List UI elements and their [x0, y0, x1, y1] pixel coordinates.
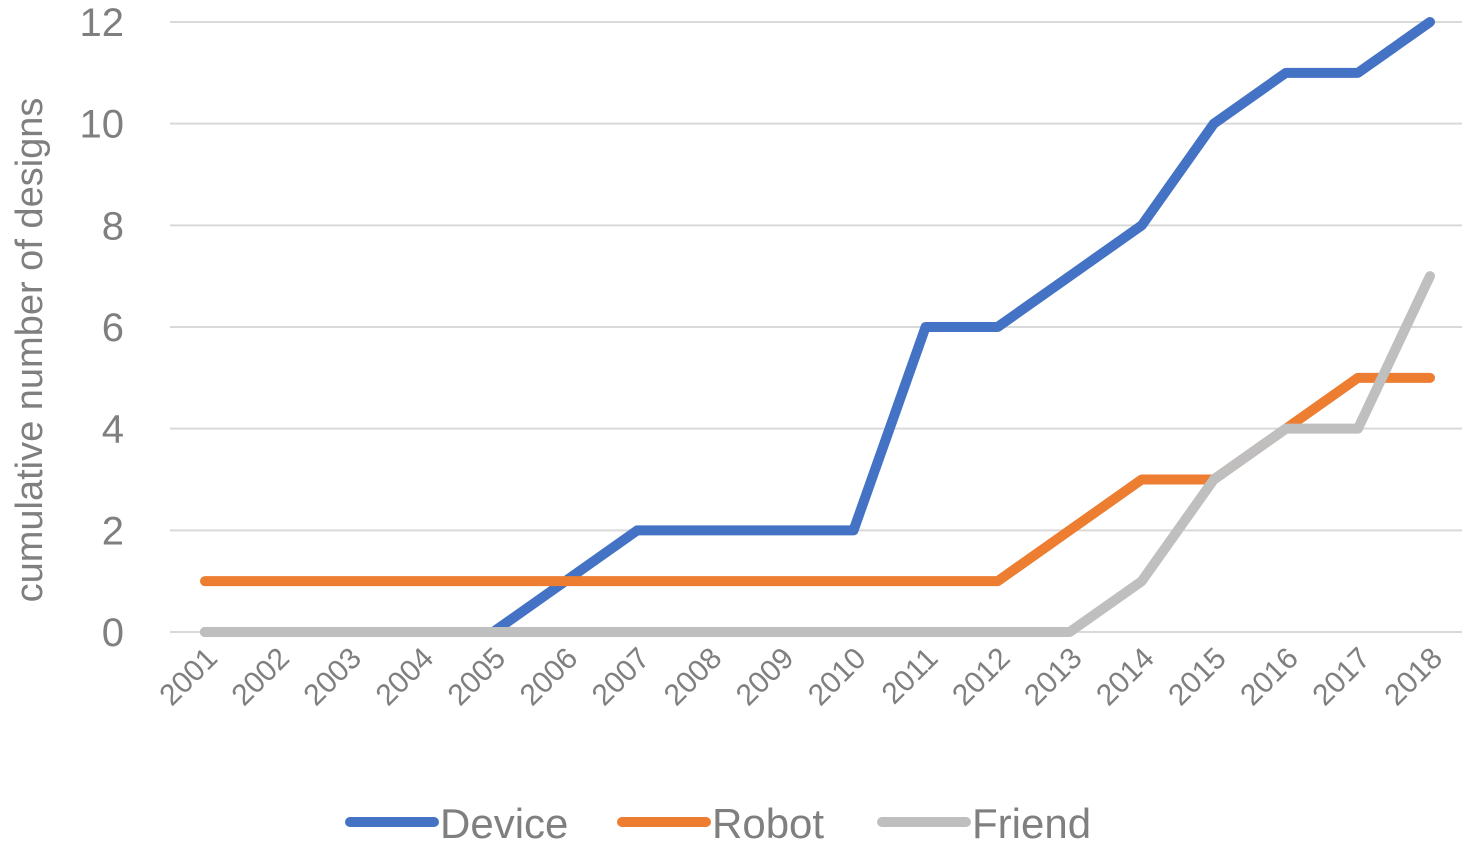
x-tick-label: 2018 [1378, 642, 1449, 713]
x-tick-label: 2012 [946, 642, 1017, 713]
x-tick-label: 2016 [1234, 642, 1305, 713]
x-tick-label: 2015 [1162, 642, 1233, 713]
x-tick-label: 2005 [442, 642, 513, 713]
series-line-robot [200, 372, 1435, 587]
y-tick-label: 12 [80, 1, 125, 45]
y-axis-title: cumulative number of designs [9, 98, 51, 603]
legend-label-friend: Friend [972, 800, 1091, 847]
x-tick-label: 2004 [370, 642, 441, 713]
x-tick-label: 2013 [1018, 642, 1089, 713]
y-tick-label: 6 [102, 306, 124, 350]
x-tick-label: 2002 [225, 642, 296, 713]
x-tick-label: 2010 [802, 642, 873, 713]
x-tick-label: 2009 [730, 642, 801, 713]
y-tick-label: 0 [102, 611, 124, 655]
y-tick-label: 8 [102, 204, 124, 248]
x-tick-labels: 2001 2002 2003 2004 2005 2006 2007 2008 2009 2010… [153, 642, 1449, 713]
y-tick-label: 2 [102, 509, 124, 553]
x-tick-label: 2001 [153, 642, 224, 713]
legend: Device Robot Friend [345, 800, 1091, 847]
x-tick-label: 2006 [514, 642, 585, 713]
x-tick-label: 2011 [876, 642, 945, 711]
y-tick-label: 4 [102, 408, 124, 452]
x-tick-label: 2017 [1306, 642, 1377, 713]
x-tick-label: 2008 [658, 642, 729, 713]
series-lines [200, 17, 1435, 637]
x-tick-label: 2014 [1090, 642, 1161, 713]
y-tick-labels: 0 2 4 6 8 10 12 [80, 1, 125, 655]
series-line-friend [200, 271, 1435, 637]
gridlines [170, 21, 1462, 633]
x-tick-label: 2007 [586, 642, 657, 713]
x-tick-label: 2003 [298, 642, 369, 713]
legend-label-device: Device [440, 800, 568, 847]
y-tick-label: 10 [80, 103, 125, 147]
legend-label-robot: Robot [712, 800, 824, 847]
